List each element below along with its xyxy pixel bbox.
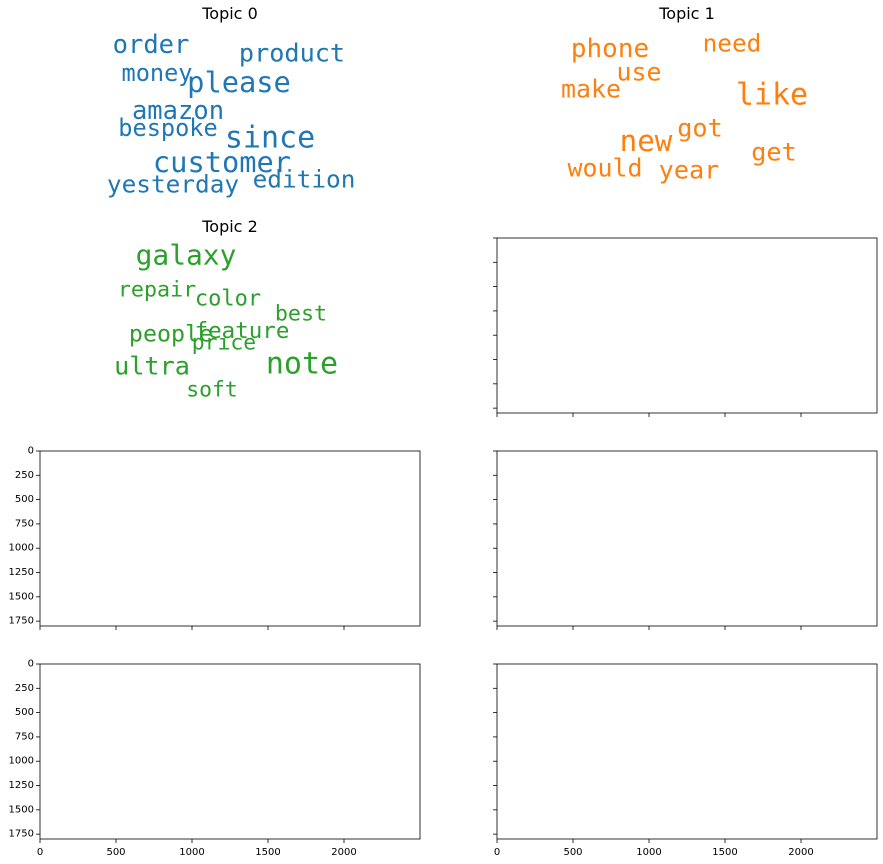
- word-people: people: [129, 321, 213, 348]
- axes-frame: [496, 450, 878, 627]
- word-product: product: [239, 39, 345, 68]
- axes-frame: [496, 663, 878, 840]
- word-year: year: [659, 156, 720, 185]
- word-make: make: [561, 75, 621, 104]
- word-got: got: [677, 114, 723, 143]
- word-money: money: [121, 59, 192, 87]
- word-color: color: [195, 287, 261, 312]
- word-new: new: [620, 124, 673, 158]
- y-tick-label: 1000: [9, 543, 34, 554]
- word-would: would: [568, 154, 643, 183]
- x-tick-label: 0: [494, 847, 500, 858]
- word-best: best: [275, 302, 327, 327]
- word-amazon: amazon: [132, 96, 224, 126]
- panel-4: 0 250 500 750 1000 1250 1500 1750: [9, 446, 421, 630]
- word-repair: repair: [118, 278, 196, 303]
- panel-3: [493, 237, 878, 417]
- word-ultra: ultra: [114, 352, 190, 381]
- word-edition: edition: [253, 165, 356, 194]
- y-tick-label: 250: [15, 470, 34, 481]
- panel-5: [493, 450, 878, 630]
- word-bespoke: bespoke: [118, 114, 217, 142]
- word-please: please: [187, 65, 291, 99]
- word-note: note: [266, 347, 338, 382]
- panel-6: 0 500 1000 1500 2000 0 250 500 750 1000 1250 1500 17…: [9, 659, 421, 858]
- y-tick-label: 500: [15, 494, 34, 505]
- y-tick-label: 1750: [9, 616, 34, 627]
- x-tick-label: 0: [37, 847, 43, 858]
- panel-title: Topic 1: [658, 4, 715, 23]
- word-feature: feature: [195, 318, 290, 344]
- x-tick-label: 1500: [255, 847, 280, 858]
- word-since: since: [225, 121, 315, 156]
- word-get: get: [751, 138, 797, 167]
- y-tick-label: 1250: [9, 567, 34, 578]
- panel-title: Topic 0: [201, 4, 258, 23]
- word-need: need: [703, 29, 762, 58]
- y-tick-label: 750: [15, 731, 34, 742]
- y-tick-label: 0: [28, 659, 34, 670]
- x-tick-label: 2000: [331, 847, 356, 858]
- word-yesterday: yesterday: [107, 170, 239, 199]
- word-price: price: [192, 331, 256, 356]
- x-tick-label: 1000: [636, 847, 661, 858]
- x-tick-label: 2000: [788, 847, 813, 858]
- panel-title: Topic 2: [201, 217, 258, 236]
- y-tick-label: 1250: [9, 780, 34, 791]
- x-tick-label: 500: [563, 847, 582, 858]
- word-soft: soft: [186, 378, 238, 403]
- y-tick-label: 1000: [9, 756, 34, 767]
- y-tick-label: 250: [15, 683, 34, 694]
- axes-frame: [496, 237, 878, 414]
- y-tick-label: 0: [28, 446, 34, 457]
- word-galaxy: galaxy: [136, 239, 237, 272]
- y-tick-label: 1500: [9, 591, 34, 602]
- word-like: like: [736, 78, 808, 113]
- y-tick-label: 500: [15, 707, 34, 718]
- word-phone: phone: [571, 34, 649, 64]
- x-tick-label: 1500: [712, 847, 737, 858]
- x-tick-label: 1000: [179, 847, 204, 858]
- panel-7: 0 500 1000 1500 2000: [493, 663, 878, 858]
- y-tick-label: 1750: [9, 829, 34, 840]
- axes-frame: [39, 663, 421, 840]
- word-order: order: [113, 30, 190, 60]
- x-tick-label: 500: [106, 847, 125, 858]
- y-tick-label: 1500: [9, 804, 34, 815]
- word-customer: customer: [153, 145, 291, 179]
- axes-frame: [39, 450, 421, 627]
- y-tick-label: 750: [15, 518, 34, 529]
- panel-0: Topic 0 order product moneypleaseamazonbesp…: [107, 4, 355, 199]
- word-use: use: [617, 58, 662, 87]
